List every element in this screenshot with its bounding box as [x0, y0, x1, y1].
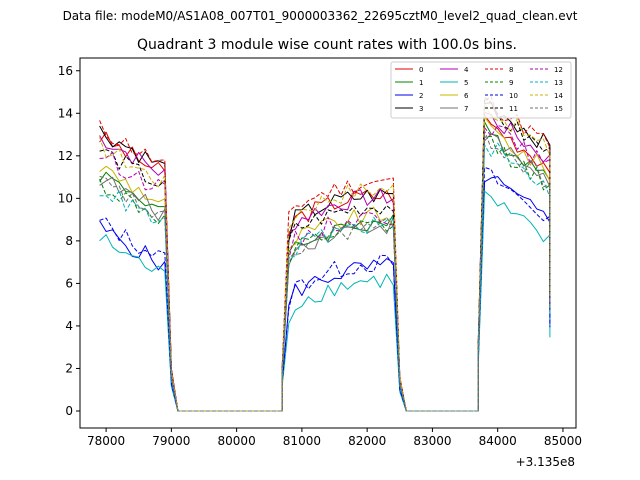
series-line-14	[99, 102, 551, 412]
series-line-12	[99, 125, 551, 412]
y-tick-label: 12	[58, 149, 73, 163]
y-axis: 0 2 4 6 8 10 12 14 16	[58, 64, 80, 418]
legend-label-13: 13	[554, 79, 563, 87]
x-tick-label: 79000	[152, 434, 190, 448]
legend-label-6: 6	[464, 92, 469, 100]
legend-label-0: 0	[419, 66, 423, 74]
legend-label-1: 1	[419, 79, 423, 87]
series-line-13	[99, 142, 551, 412]
series-line-4	[99, 111, 551, 412]
series-line-10	[99, 166, 551, 412]
legend-label-3: 3	[419, 105, 423, 113]
suptitle: Data file: modeM0/AS1A08_007T01_90000033…	[63, 9, 578, 23]
legend-box	[390, 61, 572, 119]
legend-label-7: 7	[464, 105, 468, 113]
legend-label-2: 2	[419, 92, 423, 100]
series-line-8	[99, 96, 551, 412]
y-tick-label: 10	[58, 191, 73, 205]
y-tick-label: 0	[65, 404, 73, 418]
legend-label-14: 14	[554, 92, 563, 100]
series-line-2	[99, 176, 551, 412]
legend-label-10: 10	[509, 92, 518, 100]
legend-label-9: 9	[509, 79, 513, 87]
legend-label-12: 12	[554, 66, 563, 74]
x-tick-label: 83000	[413, 434, 451, 448]
x-offset-label: +3.135e8	[516, 455, 575, 469]
chart-title: Quadrant 3 module wise count rates with …	[137, 37, 517, 53]
legend-label-5: 5	[464, 79, 468, 87]
series-line-6	[99, 116, 551, 412]
legend-label-4: 4	[464, 66, 469, 74]
y-tick-label: 14	[58, 106, 73, 120]
x-tick-label: 82000	[348, 434, 386, 448]
y-tick-label: 4	[65, 319, 73, 333]
x-tick-label: 84000	[479, 434, 517, 448]
y-tick-label: 6	[65, 276, 73, 290]
series-line-5	[99, 190, 551, 412]
legend-label-11: 11	[509, 105, 518, 113]
legend-label-15: 15	[554, 105, 563, 113]
series-line-15	[99, 130, 551, 412]
plot-area	[99, 96, 551, 412]
legend-label-8: 8	[509, 66, 513, 74]
y-tick-label: 2	[65, 361, 73, 375]
x-axis: 78000 79000 80000 81000 82000 83000 84000 85000	[87, 428, 582, 448]
y-tick-label: 16	[58, 64, 73, 78]
y-tick-label: 8	[65, 234, 73, 248]
x-tick-label: 81000	[283, 434, 321, 448]
x-tick-label: 85000	[544, 434, 582, 448]
x-tick-label: 80000	[218, 434, 256, 448]
series-line-11	[99, 97, 551, 412]
axes-frame	[79, 57, 577, 429]
x-tick-label: 78000	[87, 434, 125, 448]
